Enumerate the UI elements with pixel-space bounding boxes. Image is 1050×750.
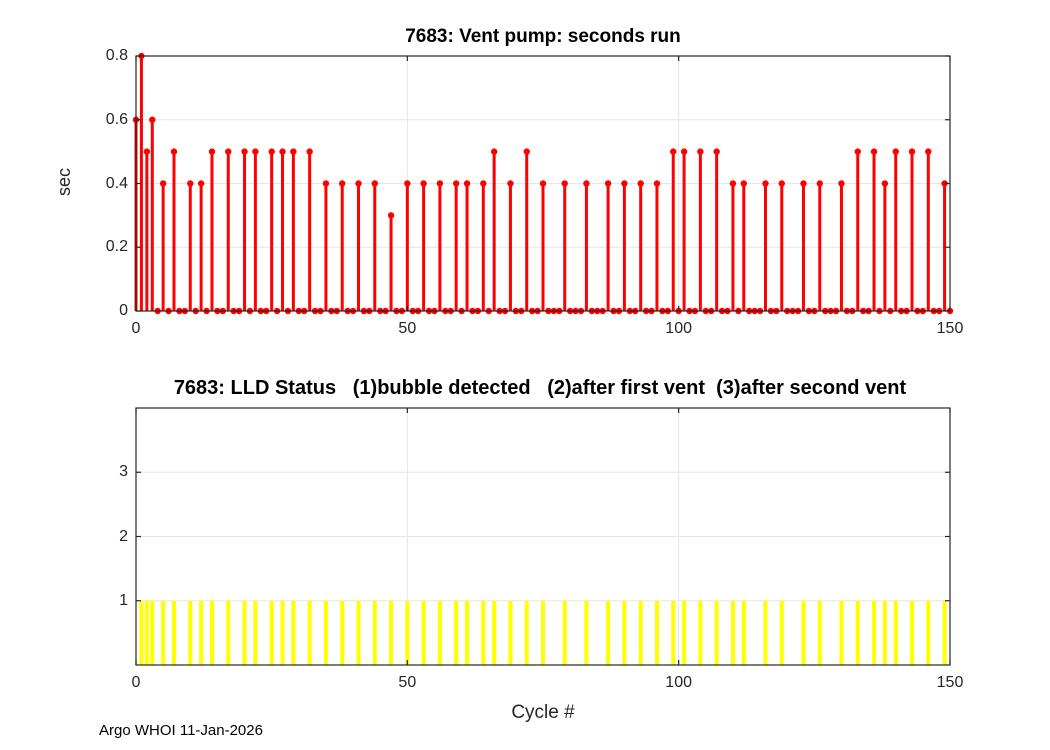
vent-pump-ytick-0.2: 0.2 [105, 238, 128, 256]
vent-pump-ytick-0.8: 0.8 [105, 47, 128, 64]
lld-status-ytick-3: 3 [119, 463, 128, 481]
vent-pump-ylabel: sec [54, 168, 74, 197]
vent-pump-xtick-150: 150 [936, 320, 964, 337]
vent-pump-title: 7683: Vent pump: seconds run [405, 26, 681, 47]
lld-status-ytick-1: 1 [119, 591, 128, 609]
vent-pump-ytick-0.4: 0.4 [105, 174, 128, 192]
lld-status-title: 7683: LLD Status (1)bubble detected (2)a… [173, 377, 907, 399]
vent-pump-xtick-100: 100 [665, 320, 692, 337]
footer-credit: Argo WHOI 11-Jan-2026 [99, 722, 263, 739]
lld-status-xtick-50: 50 [398, 674, 417, 691]
lld-status-xtick-0: 0 [131, 674, 141, 691]
cycle-axis-label: Cycle # [511, 702, 575, 723]
lld-status-ytick-2: 2 [119, 527, 128, 545]
vent-pump-ytick-0.6: 0.6 [105, 110, 128, 128]
vent-pump-ytick-0: 0 [119, 302, 128, 319]
vent-pump-xtick-50: 50 [398, 320, 417, 337]
lld-status-xtick-100: 100 [665, 674, 692, 691]
vent-pump-xtick-0: 0 [131, 320, 141, 337]
lld-status-xtick-150: 150 [936, 674, 964, 691]
